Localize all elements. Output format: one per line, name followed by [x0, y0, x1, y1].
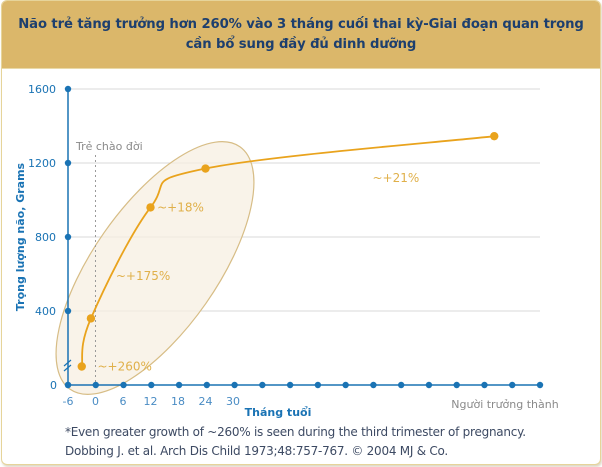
axes: 0 400 800 1200 1600 Trọng lượng não, Grams -6 0… [14, 83, 559, 419]
y-tick-label: 1600 [28, 83, 56, 96]
x-tick-dot [481, 381, 488, 389]
axis-break-mark [63, 364, 72, 372]
x-tick-label: 12 [144, 395, 158, 408]
annotation-label: ~+18% [157, 200, 204, 214]
x-axis-label: Tháng tuổi [245, 406, 312, 419]
x-tick-dot [536, 381, 544, 389]
y-tick-dot [64, 233, 72, 241]
x-tick-label: 0 [92, 395, 99, 408]
data-point [86, 314, 96, 323]
y-tick-label: 400 [35, 305, 56, 318]
title-line-2: cần bổ sung đầy đủ dinh dưỡng [185, 36, 417, 52]
x-tick-label: 18 [171, 395, 185, 408]
annotation-label: ~+21% [373, 171, 420, 185]
x-tick-dot [148, 381, 155, 389]
footnote-line-2: Dobbing J. et al. Arch Dis Child 1973;48… [65, 444, 448, 458]
annotations: ~+260% ~+175% ~+18% ~+21% [98, 171, 420, 374]
y-tick-label: 1200 [28, 157, 56, 170]
y-tick-label: 800 [35, 231, 56, 244]
x-tick-dot [175, 381, 183, 389]
x-tick-dot [342, 381, 349, 389]
x-tick-dot [203, 381, 211, 389]
annotation-label: ~+175% [116, 269, 170, 283]
data-point [490, 131, 499, 141]
x-tick-dot [259, 381, 266, 389]
y-tick-dot [64, 159, 72, 167]
birth-label: Trẻ chào đời [75, 140, 143, 153]
x-tick-label: 6 [120, 395, 127, 408]
title-line-1: Não trẻ tăng trưởng hơn 260% vào 3 tháng… [18, 16, 584, 32]
x-tick-dot [231, 381, 238, 389]
axis-break-mark [63, 359, 72, 367]
x-tick-dot [370, 381, 377, 389]
x-tick-label: 30 [226, 395, 240, 408]
x-tick-dot [314, 381, 322, 389]
annotation-label: ~+260% [98, 360, 152, 374]
highlight-ellipse [55, 141, 255, 395]
series-brain-weight [77, 131, 499, 371]
x-tick-dot [64, 381, 72, 389]
y-tick-dot [64, 307, 72, 315]
header-banner: Não trẻ tăng trưởng hơn 260% vào 3 tháng… [2, 1, 600, 69]
footnote-line-1: *Even greater growth of ~260% is seen du… [65, 425, 526, 439]
highlight-region [55, 141, 255, 395]
x-tick-label: -6 [63, 395, 74, 408]
x-tick-dot [286, 381, 294, 389]
birth-marker: Trẻ chào đời [75, 140, 143, 385]
data-point [146, 203, 155, 212]
x-tick-dot [509, 381, 516, 389]
data-point [201, 164, 210, 173]
x-tick-dot [397, 381, 405, 389]
x-tick-dot [425, 381, 433, 389]
y-tick-label: 0 [50, 379, 57, 392]
x-tick-label: 24 [199, 395, 213, 408]
x-adult-label: Người trưởng thành [451, 398, 558, 411]
x-tick-dot [92, 381, 99, 389]
y-axis-label: Trọng lượng não, Grams [14, 162, 27, 311]
x-tick-dot [120, 381, 127, 389]
data-point [77, 362, 86, 371]
y-tick-dot [64, 85, 72, 93]
x-tick-dot [453, 381, 460, 389]
